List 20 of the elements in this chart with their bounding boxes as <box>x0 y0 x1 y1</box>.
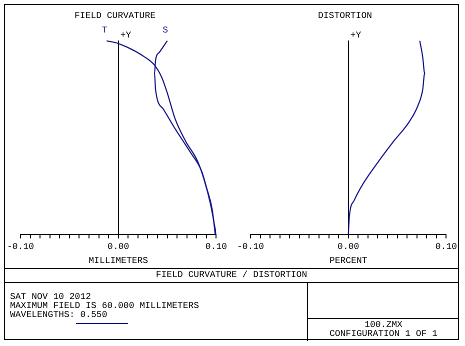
y-axis-title: +Y <box>350 30 362 41</box>
text: WAVELENGTHS: 0.550 <box>10 310 108 320</box>
x-tick-label: 0.00 <box>338 242 360 252</box>
x-tick-label: -0.10 <box>236 242 264 252</box>
chart-title: FIELD CURVATURE <box>74 10 156 21</box>
text: SAT NOV 10 2012 <box>10 292 92 302</box>
text: MAXIMUM FIELD IS 60.000 MILLIMETERS <box>10 301 200 311</box>
x-axis-title: PERCENT <box>329 256 368 266</box>
x-tick-label: -0.10 <box>6 242 34 252</box>
text: CONFIGURATION 1 OF 1 <box>328 329 439 339</box>
x-tick-label: 0.00 <box>108 242 130 252</box>
text: 100.ZMX <box>364 320 404 330</box>
y-axis-title: +Y <box>120 30 132 41</box>
x-tick-label: 0.10 <box>205 242 228 252</box>
text: FIELD CURVATURE / DISTORTION <box>4 269 459 283</box>
series-label: T <box>102 26 108 36</box>
series-label: S <box>162 26 168 36</box>
x-tick-label: 0.10 <box>435 242 458 252</box>
chart-title: DISTORTION <box>318 10 372 21</box>
x-axis-title: MILLIMETERS <box>88 256 148 266</box>
